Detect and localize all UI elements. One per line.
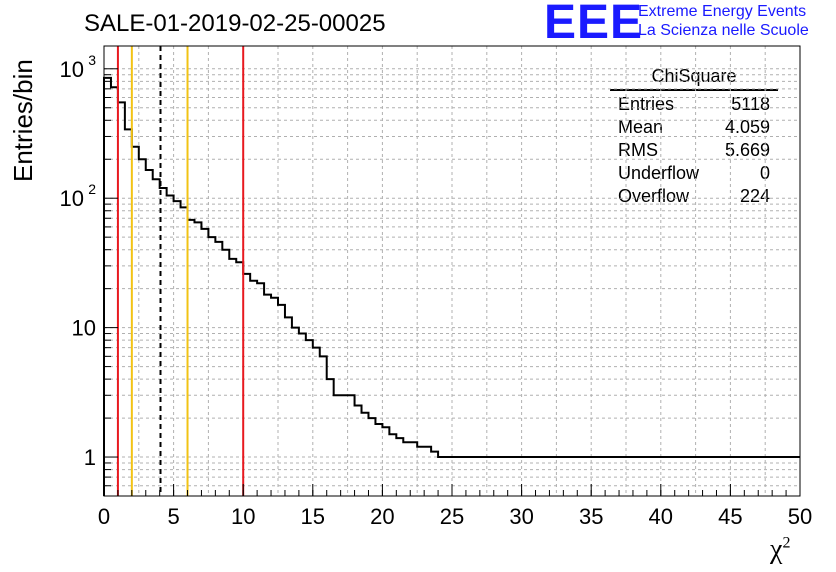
x-axis-label: χ2 (770, 534, 791, 565)
y-tick-exponent: 3 (88, 52, 96, 68)
y-tick-label: 10 (72, 316, 96, 341)
stats-label: Overflow (618, 186, 690, 206)
x-tick-label: 35 (579, 504, 603, 529)
y-tick-exponent: 2 (88, 181, 96, 197)
stats-label: Entries (618, 94, 675, 114)
x-tick-label: 40 (649, 504, 673, 529)
x-tick-label: 25 (440, 504, 464, 529)
stats-row: RMS 5.669 (610, 139, 778, 162)
x-tick-label: 15 (301, 504, 325, 529)
stats-value: 5118 (731, 94, 770, 114)
x-tick-label: 30 (509, 504, 533, 529)
y-tick-label: 10 (60, 57, 84, 82)
chart-title: SALE-01-2019-02-25-00025 (84, 10, 386, 37)
stats-label: Underflow (618, 163, 700, 183)
x-tick-label: 10 (231, 504, 255, 529)
x-tick-label: 0 (98, 504, 110, 529)
y-tick-label: 10 (60, 186, 84, 211)
stats-title: ChiSquare (610, 66, 778, 91)
logo-line-1: Extreme Energy Events (638, 3, 807, 20)
x-tick-label: 5 (167, 504, 179, 529)
stats-box: ChiSquare Entries 5118 Mean 4.059 RMS 5.… (610, 66, 778, 208)
eee-logo: EEE (544, 0, 644, 49)
y-tick-label: 1 (84, 445, 96, 470)
stats-row: Entries 5118 (610, 93, 778, 116)
stats-row: Mean 4.059 (610, 116, 778, 139)
x-tick-label: 20 (370, 504, 394, 529)
x-tick-label: 45 (718, 504, 742, 529)
stats-value: 4.059 (724, 117, 770, 137)
stats-value: 224 (739, 186, 770, 206)
stats-label: RMS (618, 140, 658, 160)
logo-line-2: La Scienza nelle Scuole (638, 22, 809, 39)
x-tick-label: 50 (788, 504, 812, 529)
stats-value: 5.669 (724, 140, 770, 160)
stats-label: Mean (618, 117, 664, 137)
stats-row: Overflow 224 (610, 185, 778, 208)
